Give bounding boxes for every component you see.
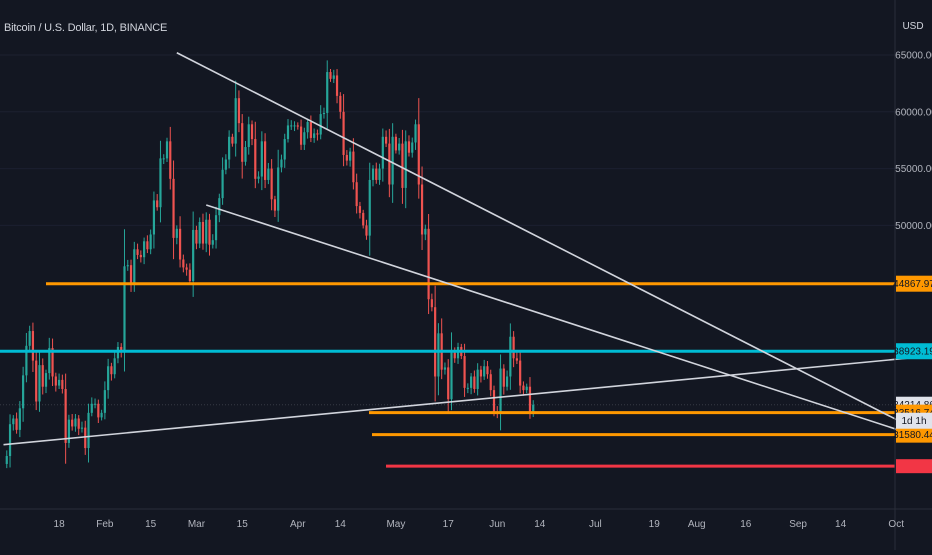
y-tick-label: 50000.00 xyxy=(895,221,932,232)
price-label-key-level: 38923.19 xyxy=(893,343,932,359)
y-tick-label: 55000.00 xyxy=(895,164,932,175)
candle xyxy=(35,352,37,410)
price-label-support-2: 31580.44 xyxy=(893,427,932,443)
x-tick-label: Jun xyxy=(489,519,505,530)
svg-text:1d 1h: 1d 1h xyxy=(901,416,926,427)
x-tick-label: May xyxy=(386,519,405,530)
x-tick-label: Apr xyxy=(290,519,306,530)
x-tick-label: 18 xyxy=(54,519,66,530)
x-tick-label: Sep xyxy=(789,519,807,530)
y-tick-label: 60000.00 xyxy=(895,107,932,118)
x-tick-label: 19 xyxy=(649,519,661,530)
candle xyxy=(199,217,201,248)
candle xyxy=(264,133,266,188)
svg-text:31580.44: 31580.44 xyxy=(893,430,932,441)
candle xyxy=(428,214,430,314)
x-tick-label: 14 xyxy=(335,519,347,530)
price-label-support-3 xyxy=(896,459,932,473)
candle xyxy=(166,138,168,162)
candle xyxy=(68,415,70,448)
x-tick-label: Oct xyxy=(888,519,904,530)
x-tick-label: 16 xyxy=(740,519,752,530)
x-tick-label: 14 xyxy=(534,519,546,530)
price-axis-unit: USD xyxy=(902,21,923,32)
x-tick-label: Feb xyxy=(96,519,114,530)
y-tick-label: 65000.00 xyxy=(895,51,932,62)
x-tick-label: 14 xyxy=(835,519,847,530)
x-tick-label: 15 xyxy=(145,519,157,530)
x-tick-label: 17 xyxy=(443,519,455,530)
symbol-title[interactable]: Bitcoin / U.S. Dollar, 1D, BINANCE xyxy=(4,22,167,34)
x-tick-label: Mar xyxy=(188,519,206,530)
x-tick-label: 15 xyxy=(237,519,249,530)
svg-text:44867.97: 44867.97 xyxy=(893,279,932,290)
x-tick-label: Aug xyxy=(688,519,706,530)
price-label-resistance: 44867.97 xyxy=(893,276,932,292)
svg-text:38923.19: 38923.19 xyxy=(893,347,932,358)
x-tick-label: Jul xyxy=(589,519,602,530)
countdown-label: 1d 1h xyxy=(896,413,932,429)
